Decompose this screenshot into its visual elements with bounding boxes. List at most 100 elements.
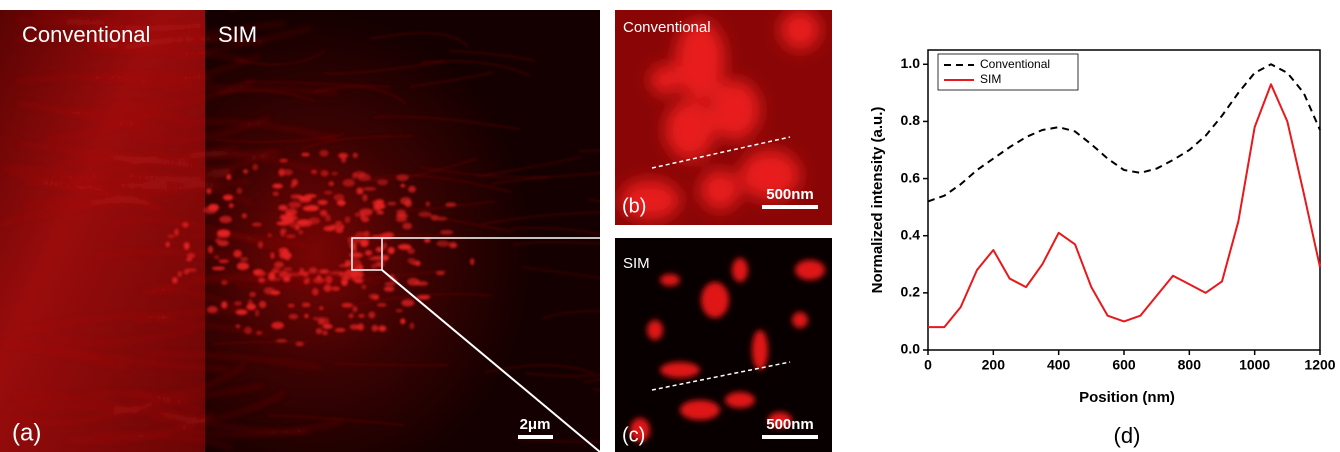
blob (409, 322, 415, 330)
blob (352, 306, 358, 313)
blob (233, 249, 242, 258)
scale-label: 2μm (520, 416, 551, 433)
blob (285, 234, 296, 239)
plot-frame (927, 49, 1321, 351)
blob (395, 309, 403, 313)
filament (179, 27, 312, 58)
blobs (620, 10, 820, 220)
blob (710, 80, 760, 140)
blob (318, 269, 330, 274)
blob (267, 277, 282, 282)
filament (1, 341, 129, 370)
blob (290, 183, 295, 189)
blob (283, 267, 293, 272)
filament (124, 37, 264, 49)
blob (267, 233, 272, 238)
blob (246, 303, 257, 311)
chart: Position (nm) Normalized intensity (a.u.… (869, 49, 1336, 448)
blob (357, 323, 364, 331)
blob (321, 317, 330, 325)
filament (515, 438, 600, 443)
filament (178, 120, 337, 140)
filament (46, 328, 195, 344)
filament (216, 133, 345, 143)
tag: (a) (12, 419, 41, 446)
blob (270, 290, 281, 296)
blob (400, 184, 406, 188)
filament (244, 81, 391, 88)
blob (356, 187, 364, 195)
blob (323, 190, 333, 195)
blob (185, 268, 198, 272)
filament (91, 433, 232, 449)
filament (481, 211, 600, 225)
blob (680, 400, 720, 420)
filament (322, 61, 445, 75)
blob (348, 258, 362, 267)
filament (89, 47, 245, 60)
blob (186, 257, 193, 262)
blob (247, 299, 253, 305)
blob (272, 267, 281, 272)
blob (650, 65, 680, 95)
blob (310, 170, 318, 174)
blob (165, 241, 170, 248)
filament (423, 214, 512, 232)
filament (16, 75, 150, 84)
filament (150, 352, 321, 369)
blob (371, 324, 379, 332)
blob (435, 270, 445, 276)
blob (700, 170, 740, 210)
blob (354, 212, 360, 218)
blob (317, 199, 328, 205)
blob (249, 291, 256, 298)
filament (1, 167, 110, 199)
tag: (c) (622, 424, 645, 446)
label: SIM (218, 22, 257, 47)
filament (54, 158, 230, 174)
filament (258, 271, 380, 284)
blob (329, 224, 341, 229)
blob (272, 183, 284, 189)
filament (300, 135, 413, 150)
blob (349, 242, 358, 249)
label: Conventional (22, 22, 150, 47)
blob (298, 219, 313, 227)
blob (382, 242, 387, 250)
blob (377, 179, 389, 186)
blob (217, 240, 229, 247)
blob (241, 213, 247, 219)
blob (660, 362, 700, 378)
filament (485, 364, 594, 374)
blob (226, 173, 232, 181)
image-labels: Conventional SIM (a) 2μm Conventional (b… (12, 19, 814, 446)
filament (235, 271, 353, 289)
x-tick-label: 800 (1178, 357, 1202, 373)
filament (53, 346, 229, 370)
filament (92, 74, 213, 82)
blob (361, 284, 367, 290)
blob (288, 313, 299, 320)
blob (311, 288, 319, 296)
blob (312, 317, 319, 321)
blob (660, 274, 680, 286)
blob (278, 204, 288, 211)
blob (374, 199, 385, 204)
blob (253, 269, 264, 275)
blob (308, 267, 318, 274)
blob (752, 330, 768, 370)
blob (182, 222, 189, 228)
blob (258, 300, 267, 309)
blob (206, 305, 218, 314)
blob (281, 169, 293, 176)
blob (439, 230, 454, 235)
filament (357, 293, 492, 305)
blob (362, 187, 377, 191)
filament (191, 234, 307, 247)
blob (620, 180, 680, 220)
blob (319, 149, 329, 157)
blob (401, 299, 415, 307)
blob (337, 152, 349, 159)
blob (400, 318, 406, 325)
blob (402, 222, 413, 230)
